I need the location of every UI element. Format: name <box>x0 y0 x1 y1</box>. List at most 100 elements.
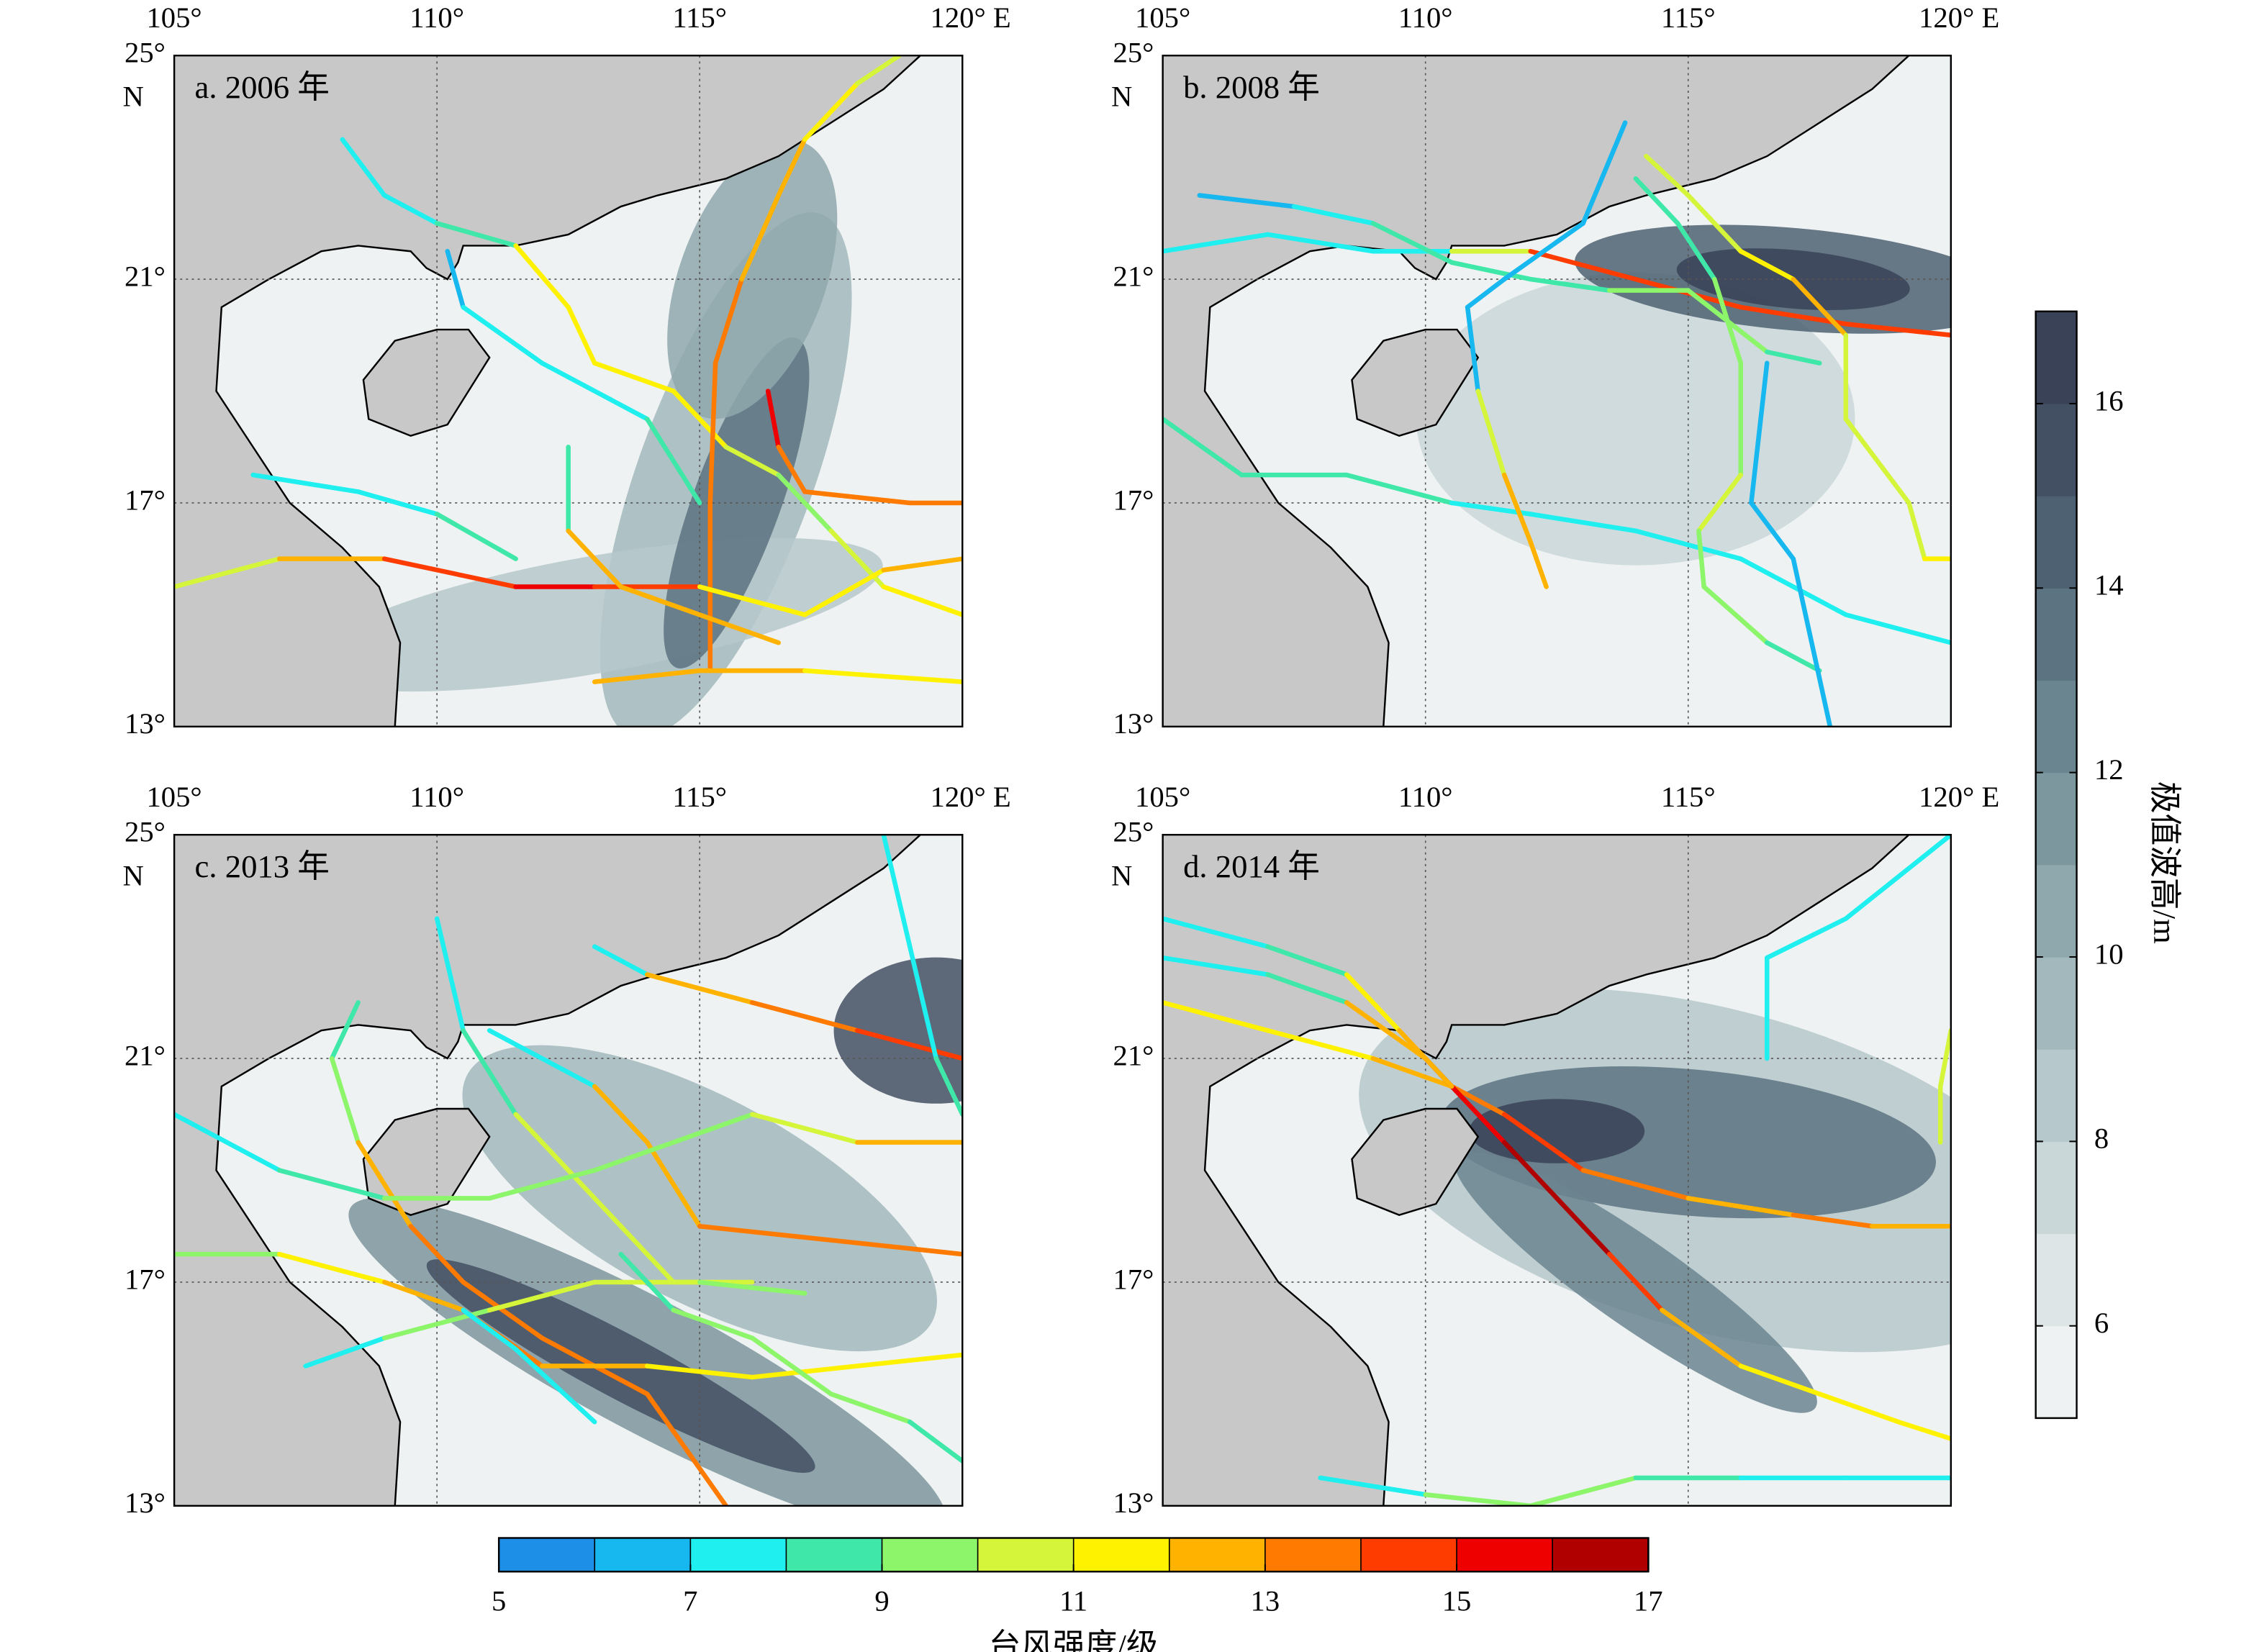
x-tick-label: 110° <box>409 781 464 813</box>
island <box>1351 1107 1480 1216</box>
y-tick-label: 25° <box>125 816 166 848</box>
colorbar-swatch <box>2035 680 2077 773</box>
x-tick-label: 105° <box>147 781 202 813</box>
track-segment <box>1501 472 1533 545</box>
y-tick-label: 25° <box>125 37 166 69</box>
track-segment <box>381 1279 466 1313</box>
track-segment <box>908 944 939 1061</box>
colorbar-tick-label: 17 <box>1634 1584 1663 1617</box>
track-segment <box>329 1000 361 1061</box>
track-segment <box>1344 472 1454 506</box>
track-segment <box>881 556 963 573</box>
colorbar-swatch <box>2035 864 2077 958</box>
hemisphere-label: N <box>1111 80 1132 112</box>
colorbar-tick-label: 10 <box>2094 938 2124 970</box>
coastline <box>1203 835 1951 1506</box>
colorbar-swatch <box>2035 496 2077 589</box>
track-segment <box>1291 204 1375 226</box>
colorbar-swatch <box>2035 1141 2077 1235</box>
track-segment <box>1265 972 1349 1005</box>
track-segment <box>1765 349 1822 366</box>
track-segment <box>566 1168 623 1229</box>
hemisphere-label: N <box>123 859 144 891</box>
track-segment <box>408 1223 466 1285</box>
track-segment <box>1580 120 1628 226</box>
track-segment <box>1501 1140 1560 1201</box>
track-segment <box>671 1112 755 1145</box>
track-segment <box>329 1056 361 1145</box>
track-segment <box>539 360 650 422</box>
x-tick-label: 105° <box>1135 1 1190 34</box>
track-segment <box>723 444 781 478</box>
colorbar-tick-label: 5 <box>492 1584 506 1617</box>
colorbar-tick-label: 14 <box>2094 569 2124 602</box>
track-segment <box>1162 955 1270 977</box>
x-tick-label: 120° E <box>931 1 1011 34</box>
wave-shade <box>1469 1099 1645 1163</box>
track-segment <box>697 612 781 645</box>
track-segment <box>697 584 807 617</box>
y-tick-label: 21° <box>1113 260 1154 292</box>
colorbar-swatch <box>2035 1049 2077 1142</box>
track-segment <box>765 389 781 450</box>
track-segment <box>1465 304 1480 394</box>
track-segment <box>174 556 282 589</box>
y-tick-label: 21° <box>1113 1039 1154 1071</box>
track-segment <box>566 528 623 589</box>
x-tick-label: 120° E <box>1919 781 1999 813</box>
track-segment <box>434 221 518 248</box>
track-segment <box>434 512 518 561</box>
panel-frame <box>173 54 964 728</box>
track-segment <box>1644 153 1691 198</box>
colorbar-swatch <box>1360 1537 1458 1573</box>
colorbar-swatch <box>594 1537 692 1573</box>
x-tick-label: 110° <box>409 1 464 34</box>
track-segment <box>592 944 650 977</box>
y-tick-label: 21° <box>125 260 166 292</box>
track-segment <box>1501 1112 1585 1173</box>
track-segment <box>592 668 702 684</box>
colorbar-swatch <box>1456 1537 1554 1573</box>
track-segment <box>802 81 860 142</box>
y-tick-label: 21° <box>125 1039 166 1071</box>
track-segment <box>1738 556 1849 617</box>
x-tick-label: 120° E <box>931 781 1011 813</box>
track-segment <box>618 1223 676 1285</box>
track-segment <box>1606 1251 1665 1313</box>
track-segment <box>1675 221 1717 282</box>
x-tick-label: 105° <box>1135 781 1190 813</box>
track-segment <box>1528 512 1638 534</box>
colorbar-title: 极值波高/m <box>2147 781 2183 944</box>
track-segment <box>487 1168 597 1201</box>
track-segment <box>671 1307 755 1340</box>
track-segment <box>1465 276 1507 310</box>
wave-shade <box>833 957 963 1104</box>
track-segment <box>1696 472 1744 534</box>
track-segment <box>671 389 728 450</box>
track-segment <box>513 1346 597 1425</box>
track-segment <box>461 304 545 366</box>
panel-label: c. 2013 年 <box>195 848 330 884</box>
track-segment <box>644 1363 755 1380</box>
track-segment <box>1554 1196 1612 1257</box>
y-tick-label: 17° <box>1113 1263 1154 1295</box>
island <box>362 1107 491 1216</box>
track-segment <box>1370 221 1454 266</box>
track-segment <box>644 972 755 1005</box>
wave-shade <box>667 140 838 419</box>
track-segment <box>1749 500 1796 561</box>
colorbar-frame <box>2035 310 2078 1420</box>
track-segment <box>1265 1027 1375 1061</box>
track-segment <box>749 1363 860 1380</box>
colorbar-swatch <box>1072 1537 1171 1573</box>
track-segment <box>854 1352 963 1369</box>
hemisphere-label: N <box>123 80 144 112</box>
map-panel: b. 2008 年 105° 110° 115° 120° E 25° 21° 17° 13° N <box>1111 1 1999 740</box>
track-segment <box>1528 540 1549 589</box>
track-segment <box>697 1279 807 1296</box>
x-tick-label: 115° <box>672 1 727 34</box>
y-tick-label: 13° <box>1113 707 1154 740</box>
colorbar-swatch <box>881 1537 979 1573</box>
track-segment <box>1685 1196 1796 1217</box>
